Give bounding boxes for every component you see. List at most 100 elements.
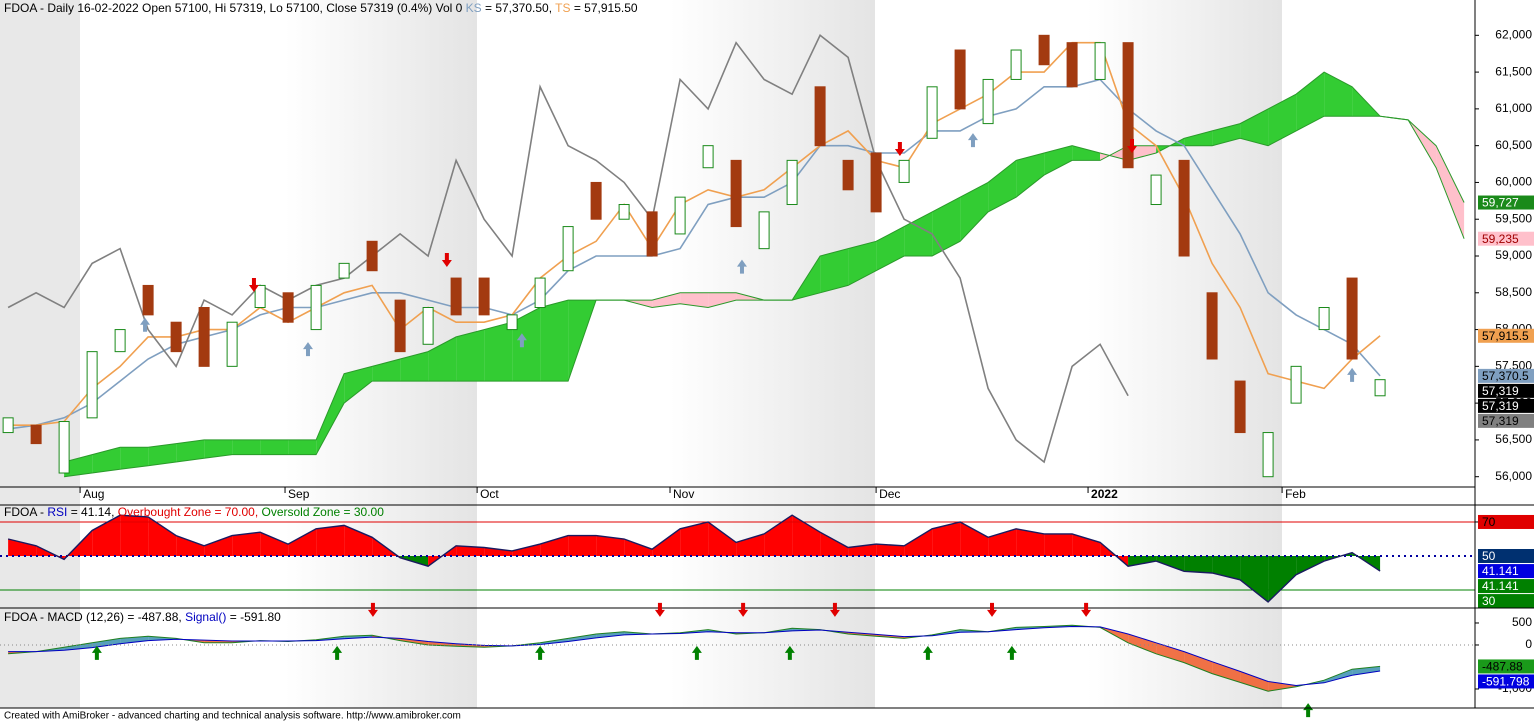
candle [282,292,294,323]
cloud [1268,94,1297,146]
candle [982,78,994,125]
candle [198,307,210,367]
macd-fill [400,638,429,645]
value-box [1478,398,1534,413]
title-part: FDOA - [4,505,47,519]
value-box-label: -487.88 [1482,660,1523,674]
rsi-fill [1156,556,1185,572]
pane-title: FDOA - MACD (12,26) = -487.88, Signal() … [4,610,281,624]
candle [506,314,518,331]
signal-arrow [441,253,452,268]
cloud [540,300,569,382]
rsi-fill [680,521,709,556]
cloud [484,322,513,382]
title-part: FDOA - MACD (12,26) = -487.88, [4,610,185,624]
y-tick-label: 58,500 [1495,285,1532,299]
value-box-label: -591.798 [1482,675,1530,689]
candle [590,181,602,220]
cloud [372,358,401,382]
cloud [204,439,233,459]
signal-arrow [1081,602,1092,617]
x-tick-label: Feb [1285,487,1306,501]
cloud [904,211,933,257]
value-box-label: 41.141 [1482,564,1519,578]
candle [142,284,154,316]
candle [730,159,742,228]
title-part: Signal() [185,610,226,624]
cloud [1436,145,1465,239]
macd-line [8,625,1381,687]
title-part: = 41.14, [67,505,117,519]
rsi-fill [792,515,821,556]
rsi-fill [568,535,597,556]
cloud [988,160,1017,212]
pane-title: FDOA - Daily 16-02-2022 Open 57100, Hi 5… [4,1,638,15]
rsi-fill [820,532,849,556]
rsi-fill [932,521,961,556]
signal-arrow [691,645,702,660]
value-box-label: 41.141 [1482,579,1519,593]
rsi-fill [540,535,569,556]
rsi-fill [148,516,177,556]
value-box [1478,195,1534,210]
candle [898,159,910,183]
macd-fill [1212,661,1241,683]
value-box [1478,328,1534,343]
y-tick-label: 61,000 [1495,101,1532,115]
title-part: = 57,915.50 [571,1,638,15]
value-box [1478,579,1534,594]
signal-arrow [1006,645,1017,660]
y-tick-label: 56,000 [1495,469,1532,483]
candle [1178,159,1190,257]
signal-arrow [535,645,546,660]
cloud [120,447,149,470]
candle [926,86,938,139]
value-box [1478,549,1534,563]
signal-arrow [367,602,378,617]
rsi-fill [708,521,737,556]
title-part: Oversold Zone = 30.00 [262,505,385,519]
signal-arrow [987,602,998,617]
cloud [932,197,961,257]
y-tick-label: 500 [1512,615,1532,629]
value-box-label: 57,319 [1482,414,1519,428]
candle [30,424,42,445]
candle [226,321,238,367]
cloud [1072,145,1101,161]
value-box [1478,231,1534,246]
cloud [708,292,737,308]
signal-arrow [332,645,343,660]
rsi-fill [1044,533,1073,556]
rsi-fill [1016,528,1045,556]
cloud [1128,145,1157,161]
rsi-fill [960,521,989,556]
rsi-fill [1128,556,1157,567]
rsi-fill [624,538,653,556]
candle [618,204,630,220]
macd-fill [92,638,121,648]
title-part: TS [555,1,570,15]
macd-fill [1184,651,1213,674]
title-part: FDOA - Daily 16-02-2022 Open 57100, Hi 5… [4,1,466,15]
candle [58,421,70,474]
candle [1038,34,1050,66]
title-part: Overbought Zone = 70.00, [118,505,262,519]
signal-arrow [829,602,840,617]
candle [254,284,266,309]
rsi-fill [876,544,905,556]
signal-arrow [302,342,313,357]
candle [674,196,686,235]
rsi-fill [176,535,205,556]
cloud [1184,130,1213,146]
candle [422,307,434,345]
shade [0,0,80,708]
value-box [1478,368,1534,383]
value-box-label: 30 [1482,594,1496,608]
rsi-fill [344,525,373,556]
candle [758,211,770,250]
rsi-fill [764,515,793,556]
rsi-fill [316,525,345,556]
rsi-fill [736,533,765,556]
y-tick-label: 59,000 [1495,248,1532,262]
